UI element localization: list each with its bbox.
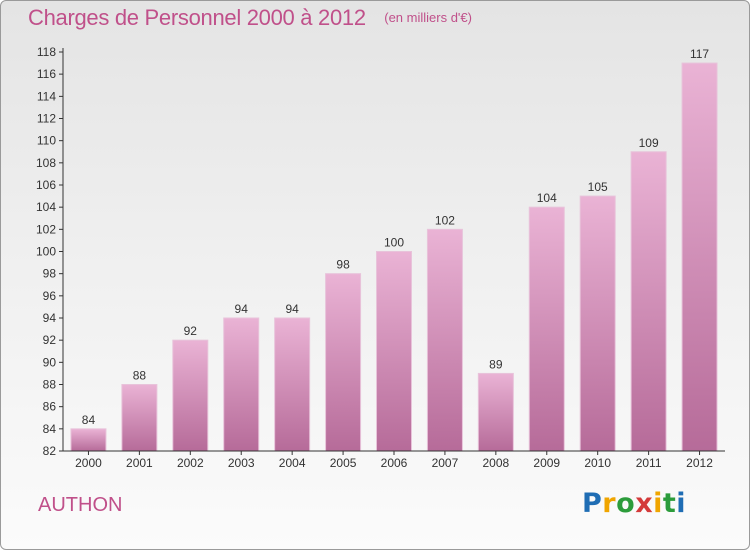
proxiti-logo[interactable]: Proxiti [582,488,686,519]
y-tick-label: 116 [37,67,56,81]
bar-value-label: 117 [690,47,709,61]
bar-value-label: 109 [639,136,659,150]
x-tick-label: 2003 [228,456,255,470]
y-tick-label: 118 [37,45,56,59]
y-tick-label: 110 [37,134,56,148]
logo-letter: o [616,488,636,519]
bar-2011 [630,151,667,452]
x-tick-label: 2010 [584,456,611,470]
bar-2007 [426,228,463,452]
logo-letter: x [635,488,654,519]
x-axis: 2000 2001 2002 2003 2004 2005 2006 2007 2008 2009… [63,450,725,470]
y-tick-label: 94 [43,311,57,325]
bar-2000 [70,428,107,452]
y-tick-label: 96 [43,289,57,303]
bar-2003 [223,317,260,452]
bar-2001 [121,384,158,452]
x-tick-label: 2002 [177,456,204,470]
bar-value-label: 98 [336,258,350,272]
bar-2008 [477,372,514,452]
y-tick-label: 98 [43,267,57,281]
bar-value-label: 84 [82,413,96,427]
logo-letter: P [582,488,603,519]
y-tick-label: 100 [36,245,56,259]
bar-2002 [172,339,209,452]
y-tick-label: 92 [43,333,57,347]
x-tick-label: 2007 [432,456,459,470]
bar-value-label: 89 [489,357,503,371]
bar-value-label: 102 [435,213,455,227]
chart-subtitle: (en milliers d'€) [384,10,472,25]
y-axis: 82 84 86 88 90 92 94 96 98 100 102 104 106 108 110 112 1… [36,45,64,458]
bar-2005 [325,273,362,452]
x-tick-label: 2004 [279,456,306,470]
x-tick-label: 2005 [330,456,357,470]
bar-value-label: 104 [537,191,557,205]
chart-title: Charges de Personnel 2000 à 2012 [28,5,366,30]
bar-value-label: 94 [285,302,299,316]
y-tick-label: 114 [37,89,56,103]
x-tick-label: 2008 [482,456,509,470]
y-tick-label: 108 [36,156,56,170]
logo-letter: i [653,488,663,519]
y-tick-label: 112 [37,112,56,126]
x-tick-label: 2001 [126,456,153,470]
bar-2009 [528,206,565,452]
bars: 84 88 92 94 94 98 100 102 89 104 105 109 117 [70,47,718,452]
y-tick-label: 102 [36,222,56,236]
y-tick-label: 88 [43,378,57,392]
bar-value-label: 92 [184,324,198,338]
x-tick-label: 2000 [75,456,102,470]
bar-2004 [274,317,311,452]
x-tick-label: 2006 [381,456,408,470]
title-row: Charges de Personnel 2000 à 2012 (en mil… [28,5,472,31]
y-tick-label: 106 [36,178,56,192]
y-tick-label: 82 [43,444,57,458]
y-tick-label: 84 [43,422,57,436]
x-tick-label: 2011 [636,456,662,470]
town-name: AUTHON [38,494,123,516]
logo-letter: r [602,488,617,519]
bar-2010 [579,195,616,452]
logo-letter: t [662,488,677,519]
bar-2006 [376,251,412,452]
bar-2012 [681,62,718,452]
x-tick-label: 2009 [533,456,560,470]
y-tick-label: 90 [43,355,57,369]
logo-letter: i [676,488,687,519]
bar-value-label: 100 [384,236,404,250]
bar-value-label: 88 [133,369,147,383]
x-tick-label: 2012 [686,456,713,470]
bar-value-label: 94 [235,302,249,316]
bar-value-label: 105 [588,180,608,194]
y-tick-label: 86 [43,400,57,414]
y-tick-label: 104 [36,200,56,214]
